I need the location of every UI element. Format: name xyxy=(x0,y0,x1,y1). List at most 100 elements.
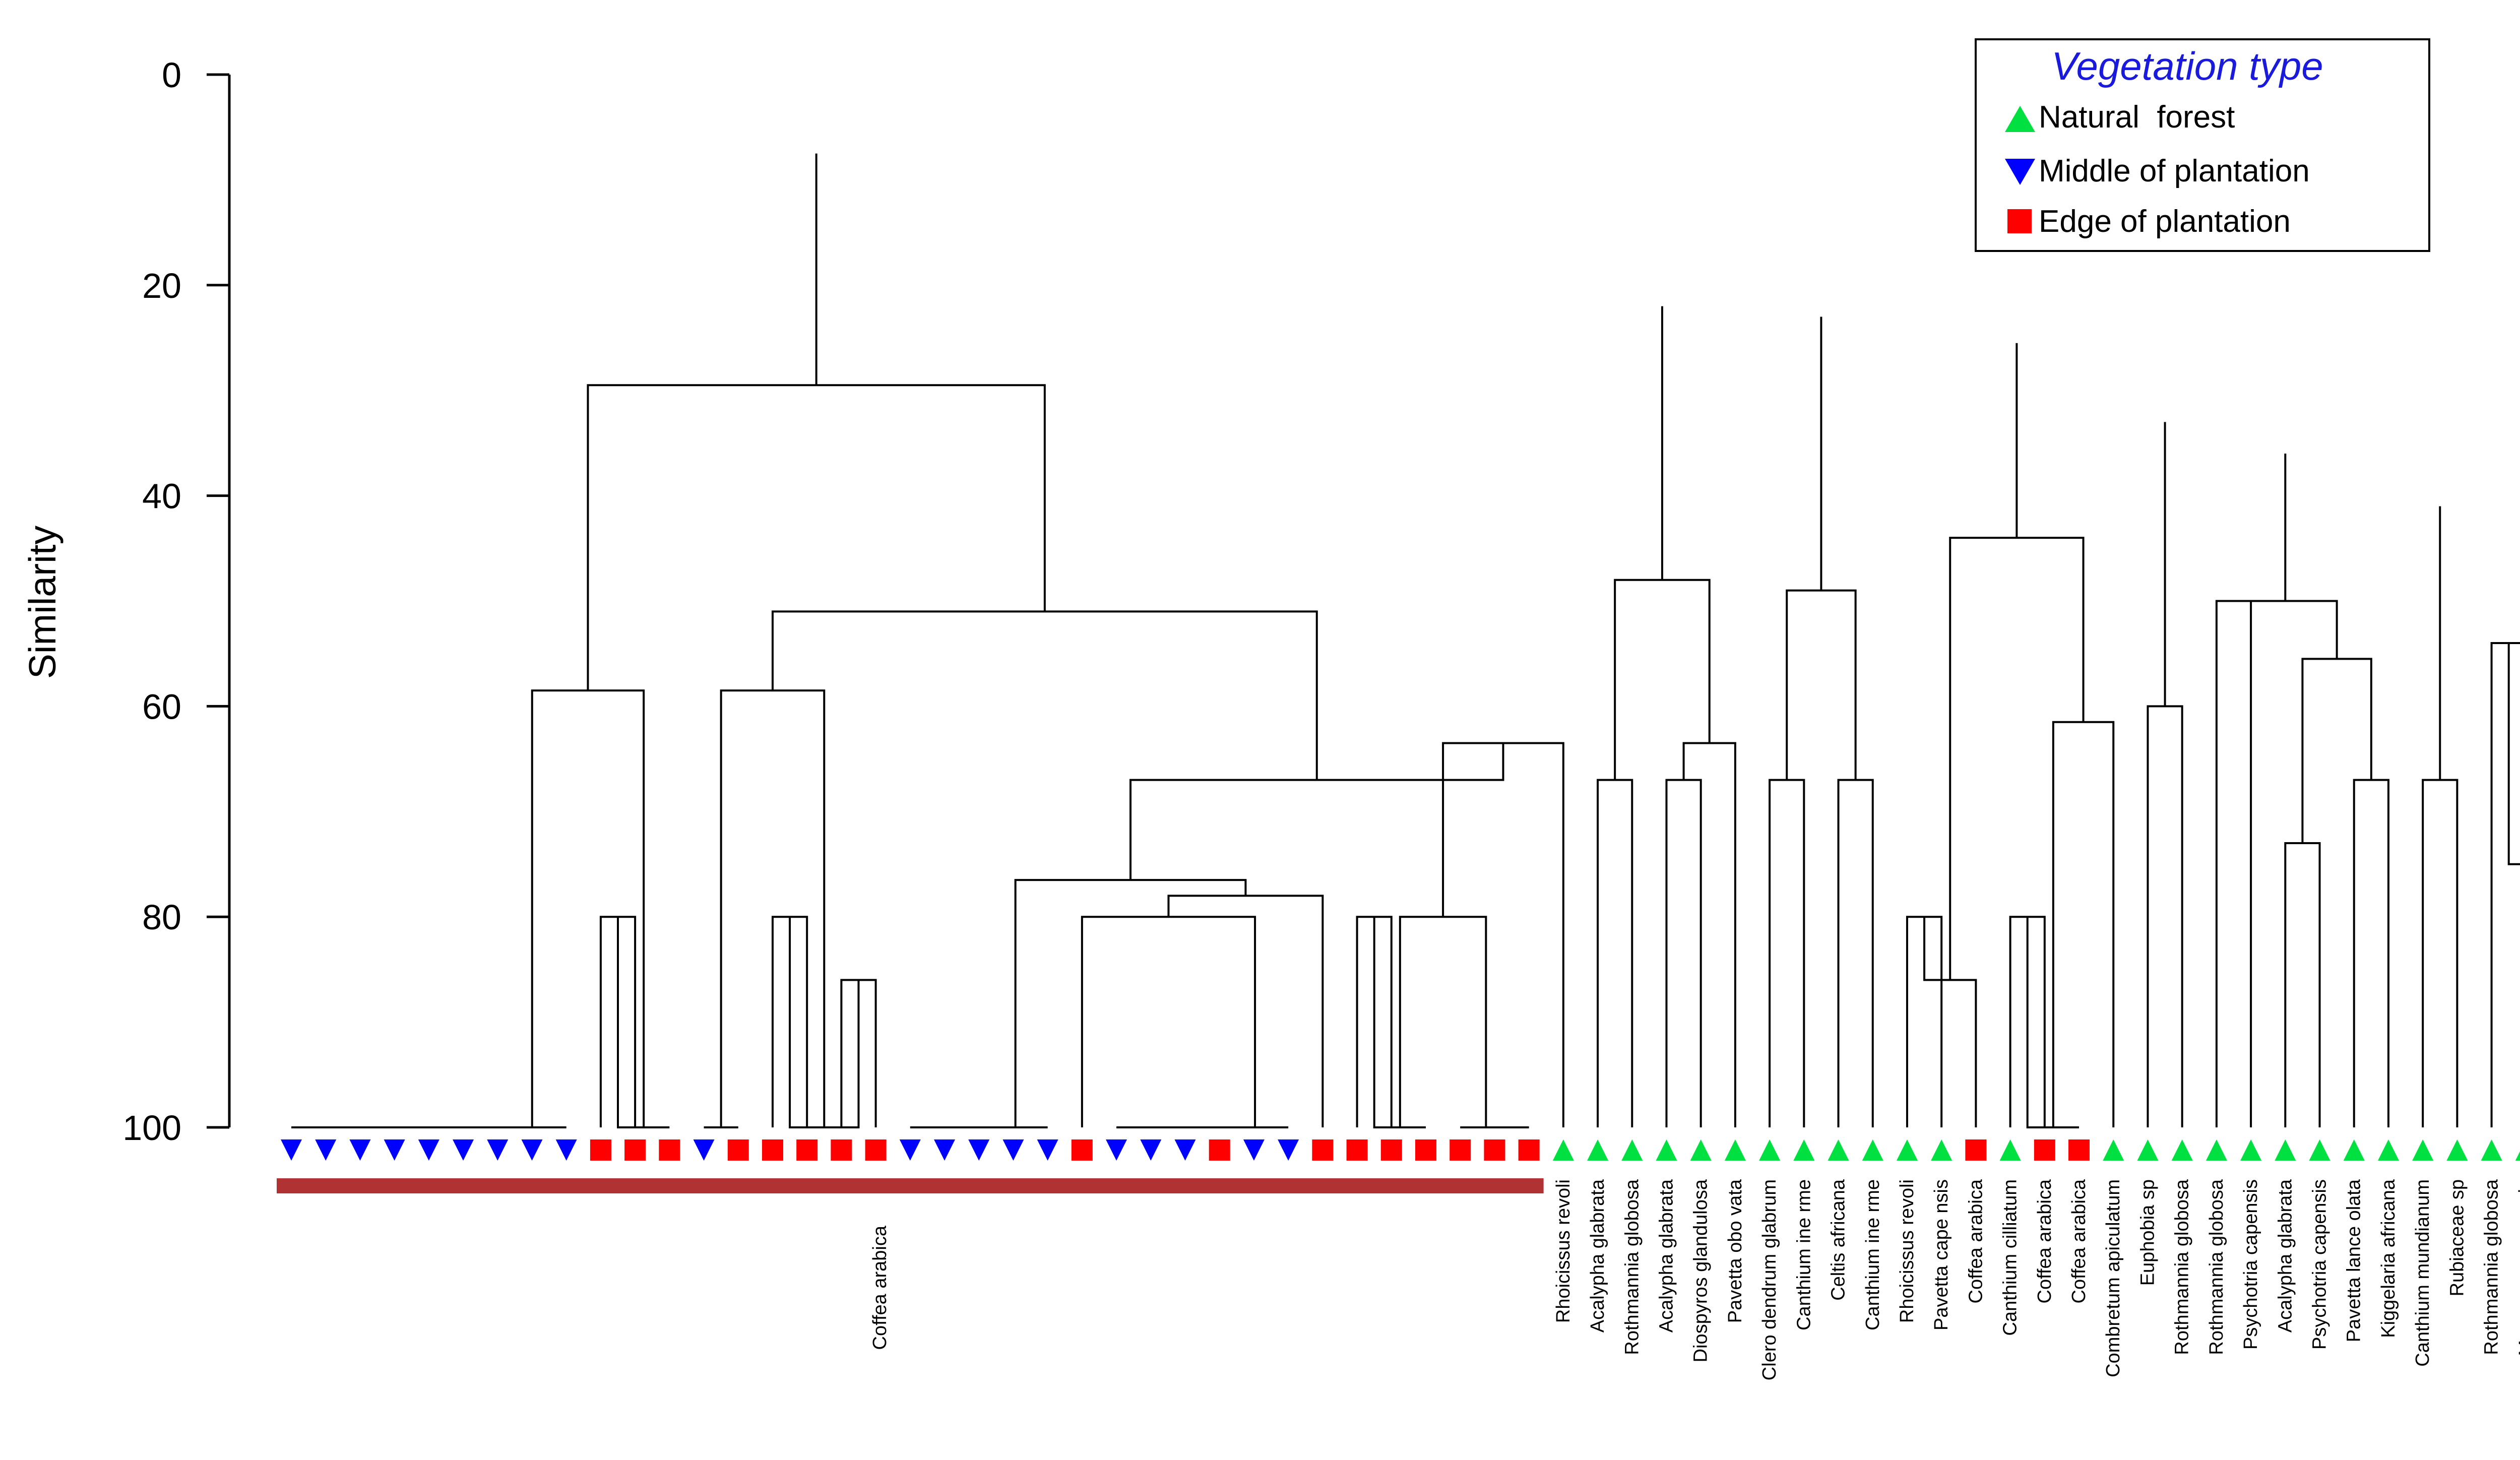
leaf-label: Canthium ine rme xyxy=(1793,1179,1814,1330)
leaf-marker-edge-plantation xyxy=(1518,1139,1540,1161)
leaf-marker-natural-forest xyxy=(1621,1139,1643,1161)
leaf-marker-edge-plantation xyxy=(659,1139,680,1161)
leaf-marker-natural-forest xyxy=(2412,1139,2434,1161)
leaf-marker-natural-forest xyxy=(2309,1139,2330,1161)
leaf-marker-middle-plantation xyxy=(1037,1139,1058,1161)
leaf-label: Coffea arabica xyxy=(1965,1179,1986,1303)
leaf-label: Celtis africana xyxy=(1828,1179,1849,1301)
dendrogram-link xyxy=(1167,895,1324,1127)
legend-natural-forest-marker xyxy=(2005,106,2035,132)
leaf-label: Euphobia sp xyxy=(2137,1179,2158,1286)
leaf-marker-edge-plantation xyxy=(1380,1139,1402,1161)
dendrogram-links xyxy=(291,153,2520,1128)
leaf-marker-natural-forest xyxy=(2137,1139,2159,1161)
legend-title: Vegetation type xyxy=(2051,44,2323,88)
leaf-label: Acalypha glabrata xyxy=(1587,1179,1608,1332)
leaf-label: Rothmannia globosa xyxy=(2172,1179,2193,1355)
dendrogram-link xyxy=(587,384,1046,691)
dendrogram-link xyxy=(2215,600,2252,1127)
leaf-marker-edge-plantation xyxy=(624,1139,646,1161)
leaf-marker-natural-forest xyxy=(1828,1139,1849,1161)
leaf-marker-edge-plantation xyxy=(1965,1139,1987,1161)
leaf-marker-natural-forest xyxy=(1931,1139,1952,1161)
leaf-marker-natural-forest xyxy=(2275,1139,2296,1161)
leaf-marker-middle-plantation xyxy=(418,1139,439,1161)
leaf-label: Rhoicissus revoli xyxy=(1897,1179,1918,1323)
dendrogram-link xyxy=(1786,589,1857,780)
leaf-marker-middle-plantation xyxy=(934,1139,956,1161)
leaf-marker-edge-plantation xyxy=(865,1139,887,1161)
leaf-marker-middle-plantation xyxy=(281,1139,302,1161)
dendrogram-link xyxy=(2490,642,2520,1127)
leaf-label: Pavetta cape nsis xyxy=(1931,1179,1952,1330)
dendrogram-link xyxy=(2233,600,2338,659)
leaf-marker-natural-forest xyxy=(1793,1139,1815,1161)
leaf-marker-natural-forest xyxy=(2481,1139,2502,1161)
leaf-label: Acalypha glabrata xyxy=(2275,1179,2296,1332)
leaf-marker-edge-plantation xyxy=(1209,1139,1230,1161)
dendrogram-link xyxy=(1837,779,1874,1127)
dendrogram-link xyxy=(2026,917,2080,1128)
leaf-marker-middle-plantation xyxy=(1243,1139,1265,1161)
leaf-marker-natural-forest xyxy=(2343,1139,2365,1161)
y-tick-label: 80 xyxy=(142,898,181,937)
dendrogram-link xyxy=(2052,721,2115,1127)
dendrogram-link xyxy=(2284,842,2321,1127)
dendrogram-link xyxy=(2353,779,2389,1127)
y-tick-label: 100 xyxy=(122,1108,181,1148)
leaf-label: Macaranga capensis xyxy=(2515,1179,2520,1356)
leaf-marker-edge-plantation xyxy=(590,1139,611,1161)
leaf-marker-edge-plantation xyxy=(727,1139,749,1161)
leaf-label: Clero dendrum glabrum xyxy=(1759,1179,1780,1380)
dendrogram-link xyxy=(1081,916,1256,1127)
leaf-marker-natural-forest xyxy=(1690,1139,1712,1161)
leaf-label: Psychotria capensis xyxy=(2309,1179,2330,1350)
y-axis: 0 20 40 60 80 100 xyxy=(122,55,231,1148)
legend-edge-plantation-label: Edge of plantation xyxy=(2039,204,2291,239)
y-tick-label: 60 xyxy=(142,687,181,726)
dendrogram-link xyxy=(2507,643,2520,865)
dendrogram-link xyxy=(2301,658,2372,843)
leaf-marker-natural-forest xyxy=(2377,1139,2399,1161)
leaf-marker-middle-plantation xyxy=(384,1139,405,1161)
y-tick-label: 20 xyxy=(142,266,181,305)
leaf-marker-middle-plantation xyxy=(1002,1139,1024,1161)
leaf-marker-natural-forest xyxy=(1759,1139,1781,1161)
leaf-label: Diospyros glandulosa xyxy=(1690,1179,1712,1362)
leaf-marker-middle-plantation xyxy=(1140,1139,1162,1161)
leaf-marker-edge-plantation xyxy=(1415,1139,1436,1161)
dendrogram-link xyxy=(617,917,670,1128)
dendrogram-link xyxy=(1442,742,1564,1127)
leaf-label: Pavetta obo vata xyxy=(1725,1179,1746,1323)
leaf-marker-edge-plantation xyxy=(796,1139,818,1161)
leaf-marker-natural-forest xyxy=(2103,1139,2124,1161)
dendrogram-link xyxy=(1949,537,2085,980)
y-tick-label: 40 xyxy=(142,477,181,516)
leaf-marker-edge-plantation xyxy=(1312,1139,1334,1161)
leaf-marker-middle-plantation xyxy=(1278,1139,1299,1161)
dendrogram-link xyxy=(2147,705,2183,1127)
dendrogram-link xyxy=(1665,779,1702,1127)
dendrogram-link xyxy=(1614,579,1711,780)
leaf-marker-natural-forest xyxy=(1724,1139,1746,1161)
leaf-label: Acalypha glabrata xyxy=(1656,1179,1677,1332)
leaf-marker-natural-forest xyxy=(1896,1139,1918,1161)
dendrogram-link xyxy=(1769,779,1805,1127)
dendrogram-link xyxy=(1373,917,1426,1128)
leaf-marker-edge-plantation xyxy=(831,1139,852,1161)
leaf-markers xyxy=(281,1139,2520,1161)
leaf-label: Canthium ine rme xyxy=(1862,1179,1883,1330)
leaf-marker-edge-plantation xyxy=(1484,1139,1505,1161)
leaf-label: Kiggelaria africana xyxy=(2378,1179,2399,1338)
dendrogram-link xyxy=(1399,916,1487,1127)
leaf-label: Combretum apiculatum xyxy=(2103,1179,2124,1377)
legend-natural-forest-label: Natural forest xyxy=(2039,100,2235,135)
leaf-label: Canthium cilliatum xyxy=(2000,1179,2021,1336)
leaf-marker-middle-plantation xyxy=(1106,1139,1127,1161)
dendrogram-link xyxy=(531,689,645,1127)
leaf-marker-middle-plantation xyxy=(555,1139,577,1161)
coffea-group-bar xyxy=(277,1178,1544,1193)
dendrogram-link xyxy=(1682,742,1736,1127)
leaf-marker-natural-forest xyxy=(1587,1139,1609,1161)
leaf-labels: Rhoicissus revoli Acalypha glabrata Rothma… xyxy=(1553,1179,2520,1380)
